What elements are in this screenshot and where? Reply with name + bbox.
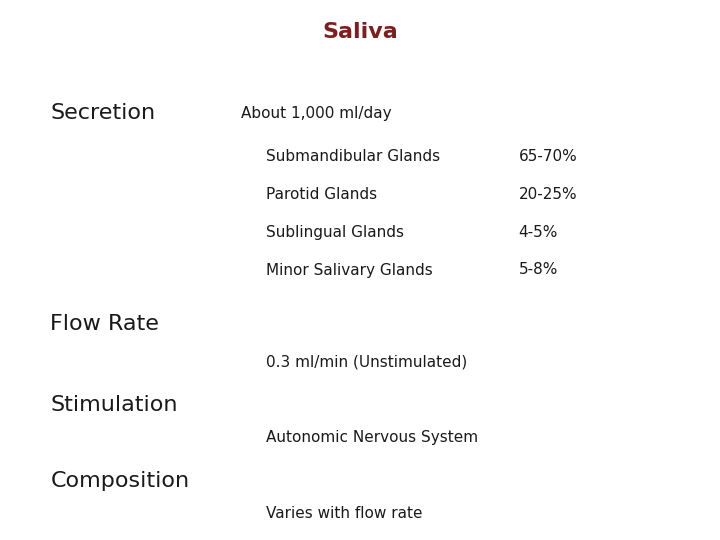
Text: Autonomic Nervous System: Autonomic Nervous System (266, 430, 479, 445)
Text: Submandibular Glands: Submandibular Glands (266, 149, 441, 164)
Text: Minor Salivary Glands: Minor Salivary Glands (266, 262, 433, 278)
Text: 65-70%: 65-70% (518, 149, 577, 164)
Text: Secretion: Secretion (50, 103, 156, 124)
Text: Parotid Glands: Parotid Glands (266, 187, 377, 202)
Text: 5-8%: 5-8% (518, 262, 558, 278)
Text: Flow Rate: Flow Rate (50, 314, 159, 334)
Text: Varies with flow rate: Varies with flow rate (266, 505, 423, 521)
Text: Saliva: Saliva (322, 22, 398, 42)
Text: 20-25%: 20-25% (518, 187, 577, 202)
Text: 4-5%: 4-5% (518, 225, 558, 240)
Text: Sublingual Glands: Sublingual Glands (266, 225, 405, 240)
Text: 0.3 ml/min (Unstimulated): 0.3 ml/min (Unstimulated) (266, 354, 468, 369)
Text: About 1,000 ml/day: About 1,000 ml/day (241, 106, 392, 121)
Text: Stimulation: Stimulation (50, 395, 178, 415)
Text: Composition: Composition (50, 470, 189, 491)
